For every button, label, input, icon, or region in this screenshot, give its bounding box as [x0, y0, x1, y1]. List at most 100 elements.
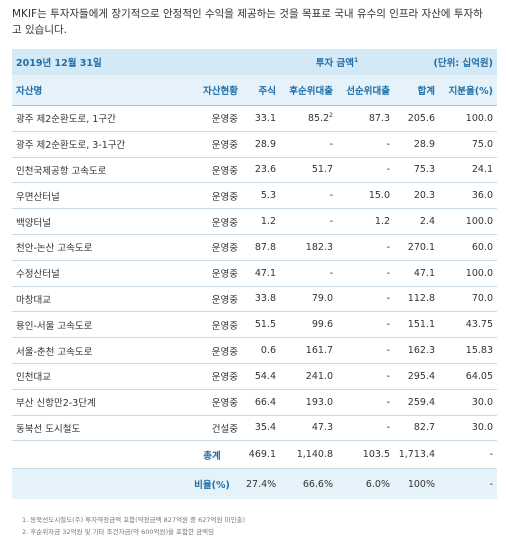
sub-loan-value: -: [280, 182, 337, 210]
asset-status: 운영중: [182, 337, 242, 364]
table-row: 용인-서울 고속도로 운영중 51.5 99.6-151.1 43.75: [12, 311, 497, 339]
share-value: 24.1: [439, 157, 497, 184]
asset-status: 운영중: [182, 363, 242, 390]
col-header-name: 자산명: [12, 75, 182, 106]
asset-name: 광주 제2순환도로, 1구간: [12, 105, 182, 132]
asset-status: 운영중: [182, 182, 242, 210]
share-value: 30.0: [439, 415, 497, 442]
column-header-row: 자산명 자산현황 주식 후순위대출 선순위대출 합계 지분율(%): [12, 75, 497, 106]
senior-loan-value: -: [337, 286, 394, 313]
asset-status: 운영중: [182, 311, 242, 339]
share-value: 64.05: [439, 363, 497, 390]
col-header-status: 자산현황: [182, 75, 242, 106]
senior-loan-value: -: [337, 363, 394, 390]
equity-value: 66.4: [242, 389, 280, 416]
asset-name: 우면산터널: [12, 182, 182, 210]
table-row: 백양터널 운영중 1.2-1.2 2.4 100.0: [12, 208, 497, 235]
asset-name: 광주 제2순환도로, 3-1구간: [12, 131, 182, 158]
share-value: 100.0: [439, 208, 497, 235]
senior-loan-value: -: [337, 234, 394, 261]
total-label: 총계: [182, 440, 242, 470]
asset-name: 서울-춘천 고속도로: [12, 337, 182, 364]
total-value: 112.8: [394, 286, 439, 313]
footnote-2: 2. 후순위자금 32억원 및 기타 조건자금(약 600억원)을 포함한 금액…: [22, 528, 215, 536]
asset-status: 운영중: [182, 260, 242, 287]
senior-loan-value: -: [337, 389, 394, 416]
asset-status: 건설중: [182, 415, 242, 442]
asset-name: 수정산터널: [12, 260, 182, 287]
total-value: 270.1: [394, 234, 439, 261]
ratio-row: 비율(%) 27.4% 66.6% 6.0% 100% -: [12, 468, 497, 500]
equity-value: 87.8: [242, 234, 280, 261]
share-value: 100.0: [439, 260, 497, 287]
total-value: 151.1: [394, 311, 439, 339]
share-value: 43.75: [439, 311, 497, 339]
intro-text: MKIF는 투자자들에게 장기적으로 안정적인 수익을 제공하는 것을 목표로 …: [12, 8, 483, 36]
sub-loan-value: -: [280, 131, 337, 158]
total-value: 2.4: [394, 208, 439, 235]
table-row: 서울-춘천 고속도로 운영중 0.6 161.7-162.3 15.83: [12, 337, 497, 364]
equity-value: 23.6: [242, 157, 280, 184]
total-value: 295.4: [394, 363, 439, 390]
asset-name: 천안-논산 고속도로: [12, 234, 182, 261]
asset-name: 동북선 도시철도: [12, 415, 182, 442]
total-value: 75.3: [394, 157, 439, 184]
asset-status: 운영중: [182, 234, 242, 261]
equity-value: 1.2: [242, 208, 280, 235]
ratio-sub-loan: 66.6%: [280, 468, 337, 500]
share-value: 30.0: [439, 389, 497, 416]
sub-loan-value: 241.0: [280, 363, 337, 390]
col-header-senior-loan: 선순위대출: [337, 75, 394, 106]
total-sub-loan: 1,140.8: [280, 440, 337, 470]
investment-label: 투자 금액1: [280, 49, 394, 75]
senior-loan-value: -: [337, 337, 394, 364]
share-value: 36.0: [439, 182, 497, 210]
total-value: 259.4: [394, 389, 439, 416]
total-value: 28.9: [394, 131, 439, 158]
total-equity: 469.1: [242, 440, 280, 470]
ratio-label: 비율(%): [182, 468, 242, 500]
total-sum: 1,713.4: [394, 440, 439, 470]
footnote-marker: 2: [329, 112, 333, 120]
sub-loan-value: 161.7: [280, 337, 337, 364]
share-value: 100.0: [439, 105, 497, 132]
sub-loan-value: 85.22: [280, 105, 337, 132]
table-band-header: 2019년 12월 31일 투자 금액1 (단위: 십억원): [12, 49, 497, 75]
sub-loan-value: 47.3: [280, 415, 337, 442]
asset-status: 운영중: [182, 131, 242, 158]
sub-loan-value: 51.7: [280, 157, 337, 184]
total-row: 총계 469.1 1,140.8 103.5 1,713.4 -: [12, 440, 497, 470]
unit-label: (단위: 십억원): [394, 49, 497, 75]
asset-name: 마창대교: [12, 286, 182, 313]
share-value: 70.0: [439, 286, 497, 313]
table-row: 우면산터널 운영중 5.3-15.0 20.3 36.0: [12, 182, 497, 210]
col-header-share: 지분율(%): [439, 75, 497, 106]
senior-loan-value: -: [337, 415, 394, 442]
asset-status: 운영중: [182, 157, 242, 184]
table-row: 인천대교 운영중 54.4 241.0-295.4 64.05: [12, 363, 497, 390]
asset-status: 운영중: [182, 286, 242, 313]
total-senior-loan: 103.5: [337, 440, 394, 470]
senior-loan-value: 87.3: [337, 105, 394, 132]
table-row: 광주 제2순환도로, 3-1구간 운영중 28.9- -28.9 75.0: [12, 131, 497, 158]
senior-loan-value: -: [337, 131, 394, 158]
table-row: 동북선 도시철도 건설중 35.4 47.3-82.7 30.0: [12, 415, 497, 442]
sub-loan-value: -: [280, 260, 337, 287]
asset-status: 운영중: [182, 208, 242, 235]
ratio-total: 100%: [394, 468, 439, 500]
date-label: 2019년 12월 31일: [12, 49, 182, 75]
senior-loan-value: 1.2: [337, 208, 394, 235]
total-value: 20.3: [394, 182, 439, 210]
asset-name: 백양터널: [12, 208, 182, 235]
sub-loan-value: 99.6: [280, 311, 337, 339]
asset-name: 부산 신항만2-3단계: [12, 389, 182, 416]
col-header-sub-loan: 후순위대출: [280, 75, 337, 106]
senior-loan-value: -: [337, 311, 394, 339]
equity-value: 35.4: [242, 415, 280, 442]
investment-table: 2019년 12월 31일 투자 금액1 (단위: 십억원) 자산명 자산현황 …: [12, 49, 497, 500]
equity-value: 33.8: [242, 286, 280, 313]
asset-status: 운영중: [182, 389, 242, 416]
ratio-share: -: [439, 468, 497, 500]
asset-name: 인천국제공항 고속도로: [12, 157, 182, 184]
equity-value: 54.4: [242, 363, 280, 390]
